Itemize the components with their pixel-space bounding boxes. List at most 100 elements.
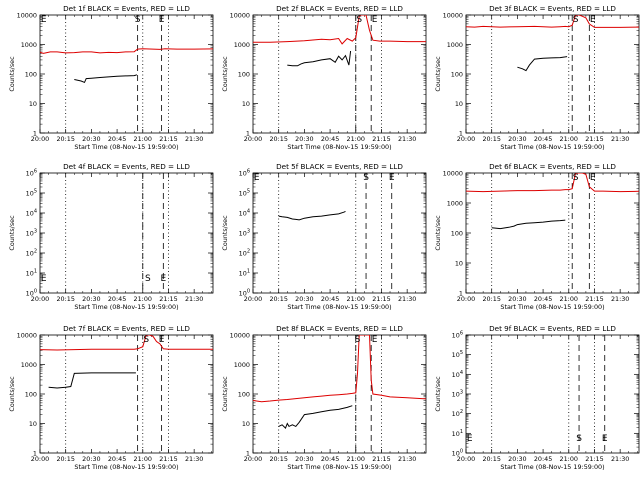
x-tick-label: 21:15 — [159, 455, 177, 463]
events-series-line — [287, 50, 352, 67]
y-axis-label: Counts/sec — [221, 376, 229, 412]
end-marker: E — [467, 434, 473, 444]
y-tick-label: 102 — [26, 249, 37, 258]
x-axis-label: Start Time (08-Nov-15 19:59:00) — [287, 143, 391, 151]
x-tick-label: 20:30 — [82, 295, 100, 303]
x-tick-label: 21:30 — [185, 135, 203, 143]
y-tick-label: 100 — [452, 449, 463, 458]
x-tick-label: 20:30 — [508, 295, 526, 303]
x-tick-label: 20:00 — [31, 135, 49, 143]
y-tick-label: 10000 — [443, 170, 463, 178]
x-tick-label: 20:00 — [457, 455, 475, 463]
y-tick-label: 105 — [239, 189, 250, 198]
y-axis-label: Counts/sec — [221, 215, 229, 251]
y-tick-label: 103 — [26, 229, 37, 238]
events-series-line — [278, 210, 346, 221]
y-tick-label: 100 — [26, 289, 37, 298]
y-axis-label: Counts/sec — [434, 215, 442, 251]
end-marker: E — [160, 274, 166, 284]
x-tick-label: 20:15 — [482, 455, 500, 463]
y-tick-label: 1000 — [21, 41, 37, 49]
start-marker: S — [355, 335, 361, 345]
end-marker: E — [372, 15, 378, 25]
lld-series-line — [40, 48, 213, 54]
y-tick-label: 10 — [242, 100, 250, 108]
y-tick-label: 1 — [33, 450, 37, 458]
y-tick-label: 101 — [26, 269, 37, 278]
end-marker: E — [41, 274, 47, 284]
detector-panel-3: Det 3f BLACK = Events, RED = LLD 20:00 20:… — [434, 4, 640, 151]
x-tick-label: 20:00 — [31, 455, 49, 463]
x-tick-label: 20:30 — [82, 135, 100, 143]
events-series-line — [517, 56, 568, 72]
end-marker: E — [41, 15, 47, 25]
start-marker: S — [135, 15, 141, 25]
x-tick-label: 20:45 — [534, 295, 552, 303]
y-tick-label: 103 — [452, 390, 463, 399]
x-tick-label: 20:00 — [244, 455, 262, 463]
x-axis-label: Start Time (08-Nov-15 19:59:00) — [74, 463, 178, 471]
x-tick-label: 21:15 — [585, 295, 603, 303]
x-tick-label: 20:15 — [56, 295, 74, 303]
x-tick-label: 21:30 — [611, 135, 629, 143]
y-tick-label: 1000 — [447, 41, 463, 49]
y-tick-label: 1000 — [447, 200, 463, 208]
x-tick-label: 20:30 — [295, 455, 313, 463]
end-marker: E — [159, 335, 165, 345]
x-tick-label: 20:45 — [534, 135, 552, 143]
detector-panel-2: Det 2f BLACK = Events, RED = LLD 20:00 20:… — [221, 4, 427, 151]
x-axis-label: Start Time (08-Nov-15 19:59:00) — [74, 143, 178, 151]
y-tick-label: 100 — [451, 230, 463, 238]
x-tick-label: 20:15 — [56, 455, 74, 463]
y-tick-label: 10 — [29, 100, 37, 108]
y-tick-label: 105 — [452, 350, 463, 359]
x-tick-label: 20:00 — [31, 295, 49, 303]
x-tick-label: 21:15 — [159, 295, 177, 303]
lld-series-line — [40, 335, 213, 351]
y-tick-label: 10 — [29, 420, 37, 428]
detector-panel-7: Det 7f BLACK = Events, RED = LLD 20:00 20:… — [8, 324, 214, 471]
start-marker: S — [576, 434, 582, 444]
y-tick-label: 1 — [459, 130, 463, 138]
panel-title: Det 2f BLACK = Events, RED = LLD — [276, 4, 403, 13]
x-axis-label: Start Time (08-Nov-15 19:59:00) — [500, 143, 604, 151]
x-tick-label: 20:30 — [82, 455, 100, 463]
x-tick-label: 21:15 — [372, 295, 390, 303]
lld-series-line — [466, 15, 639, 28]
x-tick-label: 21:30 — [398, 295, 416, 303]
end-marker: E — [389, 173, 395, 183]
y-tick-label: 10 — [242, 420, 250, 428]
x-tick-label: 21:00 — [347, 135, 365, 143]
x-tick-label: 21:00 — [560, 455, 578, 463]
x-tick-label: 20:00 — [457, 295, 475, 303]
y-axis-label: Counts/sec — [434, 56, 442, 92]
x-tick-label: 20:15 — [56, 135, 74, 143]
x-tick-label: 21:00 — [134, 455, 152, 463]
x-tick-label: 21:15 — [585, 135, 603, 143]
end-marker: E — [590, 15, 596, 25]
start-marker: S — [145, 274, 151, 284]
x-tick-label: 21:15 — [159, 135, 177, 143]
y-tick-label: 100 — [239, 289, 250, 298]
x-tick-label: 20:45 — [108, 135, 126, 143]
y-tick-label: 104 — [239, 209, 250, 218]
y-tick-label: 100 — [25, 391, 37, 399]
detector-panel-6: Det 6f BLACK = Events, RED = LLD 20:00 20:… — [434, 162, 640, 311]
x-tick-label: 20:00 — [457, 135, 475, 143]
x-tick-label: 20:45 — [108, 295, 126, 303]
x-tick-label: 21:15 — [372, 455, 390, 463]
x-tick-label: 20:45 — [321, 135, 339, 143]
start-marker: S — [573, 173, 579, 183]
detector-panel-8: Det 8f BLACK = Events, RED = LLD 20:00 20:… — [221, 324, 427, 471]
y-tick-label: 104 — [26, 209, 37, 218]
x-tick-label: 20:15 — [482, 295, 500, 303]
start-marker: S — [363, 173, 369, 183]
events-series-line — [74, 74, 138, 84]
y-tick-label: 1000 — [21, 361, 37, 369]
y-tick-label: 1 — [246, 450, 250, 458]
panel-title: Det 4f BLACK = Events, RED = LLD — [63, 162, 190, 171]
x-tick-label: 20:45 — [108, 455, 126, 463]
detector-panel-9: Det 9f BLACK = Events, RED = LLD 20:00 20:… — [434, 324, 640, 471]
y-tick-label: 10000 — [443, 12, 463, 20]
